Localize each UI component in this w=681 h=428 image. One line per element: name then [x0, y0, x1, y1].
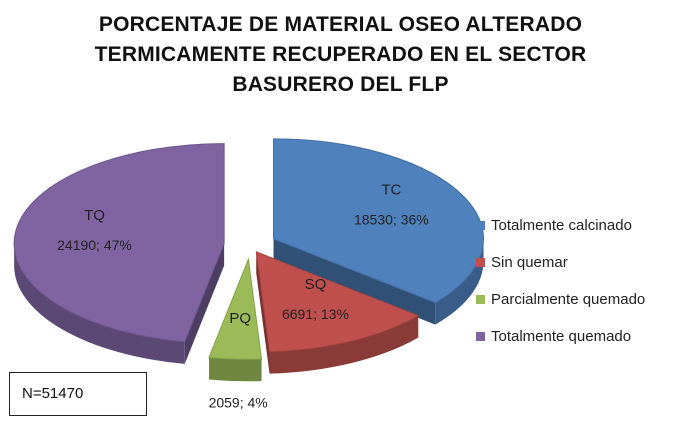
chart-legend: Totalmente calcinado Sin quemar Parcialm…: [476, 207, 676, 355]
slice-code-label-tq: TQ: [84, 207, 105, 224]
slice-side-wall-sq-1: [256, 251, 270, 374]
legend-item-sq: Sin quemar: [476, 244, 676, 281]
legend-swatch-tc: [476, 221, 485, 230]
slice-side-wall-tc-1: [273, 238, 436, 325]
slice-code-label-tc: TC: [381, 182, 401, 199]
slice-front-wall-pq-0: [208, 357, 262, 382]
slice-data-label-tc: 18530; 36%: [354, 212, 429, 228]
legend-label-tc: Totalmente calcinado: [491, 217, 632, 234]
chart-title-line-2: TERMICAMENTE RECUPERADO EN EL SECTOR: [94, 43, 587, 66]
legend-swatch-tq: [476, 332, 485, 341]
slice-code-label-sq: SQ: [305, 276, 327, 293]
chart-title-line-3: BASURERO DEL FLP: [232, 73, 449, 96]
slice-side-wall-tq-0: [184, 243, 225, 364]
legend-swatch-pq: [476, 295, 485, 304]
pie-slice-sq: [255, 251, 420, 353]
chart-title: PORCENTAJE DE MATERIAL OSEO ALTERADO TER…: [0, 10, 681, 100]
pie-slice-tq: [13, 143, 225, 343]
pie-slice-pq: [208, 257, 263, 360]
slice-data-label-tq: 24190; 47%: [57, 237, 132, 253]
sample-size-box: N=51470: [9, 372, 147, 416]
slice-front-wall-sq-0: [269, 315, 419, 374]
legend-label-sq: Sin quemar: [491, 254, 568, 271]
slice-front-wall-tq-0: [14, 243, 185, 364]
legend-swatch-sq: [476, 258, 485, 267]
legend-item-tc: Totalmente calcinado: [476, 207, 676, 244]
pie-slice-tc: [273, 138, 485, 304]
slice-code-label-pq: PQ: [229, 310, 251, 327]
chart-title-line-1: PORCENTAJE DE MATERIAL OSEO ALTERADO: [98, 13, 583, 36]
slice-data-label-pq: 2059; 4%: [209, 394, 268, 410]
legend-label-tq: Totalmente quemado: [491, 328, 632, 345]
slice-data-label-sq: 6691; 13%: [282, 306, 349, 322]
legend-label-pq: Parcialmente quemado: [491, 291, 646, 308]
legend-item-pq: Parcialmente quemado: [476, 281, 676, 318]
legend-item-tq: Totalmente quemado: [476, 318, 676, 355]
slice-front-wall-tc-0: [435, 238, 484, 325]
